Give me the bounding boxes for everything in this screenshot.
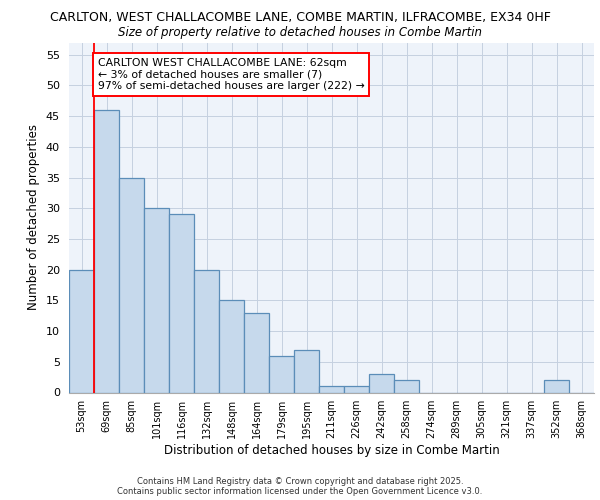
Bar [394,380,419,392]
Text: CARLTON WEST CHALLACOMBE LANE: 62sqm
← 3% of detached houses are smaller (7)
97%: CARLTON WEST CHALLACOMBE LANE: 62sqm ← 3… [98,58,365,91]
Bar [369,374,394,392]
Bar [269,356,294,393]
Bar [219,300,244,392]
X-axis label: Distribution of detached houses by size in Combe Martin: Distribution of detached houses by size … [164,444,499,456]
Bar [69,270,94,392]
Text: Contains HM Land Registry data © Crown copyright and database right 2025.
Contai: Contains HM Land Registry data © Crown c… [118,476,482,496]
Text: Size of property relative to detached houses in Combe Martin: Size of property relative to detached ho… [118,26,482,39]
Bar [119,178,144,392]
Y-axis label: Number of detached properties: Number of detached properties [27,124,40,310]
Bar [194,270,219,392]
Bar [244,312,269,392]
Bar [294,350,319,393]
Bar [319,386,344,392]
Bar [344,386,369,392]
Bar [94,110,119,393]
Bar [144,208,169,392]
Bar [544,380,569,392]
Bar [169,214,194,392]
Text: CARLTON, WEST CHALLACOMBE LANE, COMBE MARTIN, ILFRACOMBE, EX34 0HF: CARLTON, WEST CHALLACOMBE LANE, COMBE MA… [50,11,550,24]
